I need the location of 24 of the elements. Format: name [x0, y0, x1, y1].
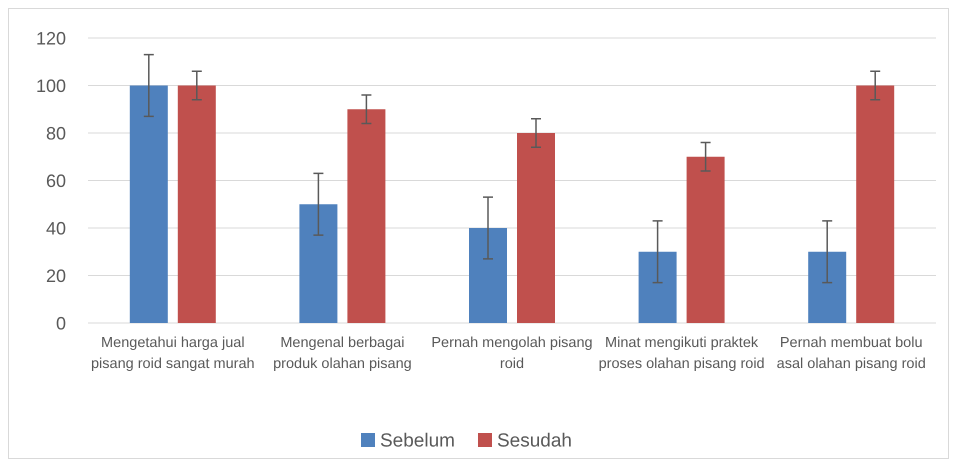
bar: [347, 109, 386, 323]
bar: [130, 86, 168, 323]
bar: [856, 86, 894, 323]
bar: [808, 252, 846, 323]
y-tick-label: 100: [36, 76, 66, 96]
y-tick-label: 0: [56, 313, 66, 334]
y-tick-label: 40: [46, 218, 66, 238]
bar: [638, 252, 677, 323]
y-tick-label: 20: [46, 266, 66, 286]
bar: [469, 228, 507, 323]
x-tick-label: Mengetahui harga jual pisang roid sangat murah: [90, 335, 255, 372]
bar: [686, 156, 725, 323]
y-tick-label: 80: [46, 123, 66, 144]
legend-label: Sesudah: [496, 430, 572, 452]
y-tick-label: 60: [46, 170, 66, 191]
bar: [299, 204, 338, 323]
x-tick-label: Pernah mengolah pisang roid: [431, 335, 593, 372]
bar: [178, 86, 216, 323]
x-tick-label: Minat mengikuti praktek proses olahan pisang roid: [598, 335, 765, 372]
legend-label: Sebelum: [380, 430, 455, 452]
bar: [517, 133, 555, 323]
x-tick-label: Mengenal berbagai produk olahan pisang: [273, 335, 412, 372]
x-tick-label: Pernah membuat bolu asal olahan pisang roid: [776, 335, 926, 372]
y-tick-label: 120: [36, 28, 66, 48]
